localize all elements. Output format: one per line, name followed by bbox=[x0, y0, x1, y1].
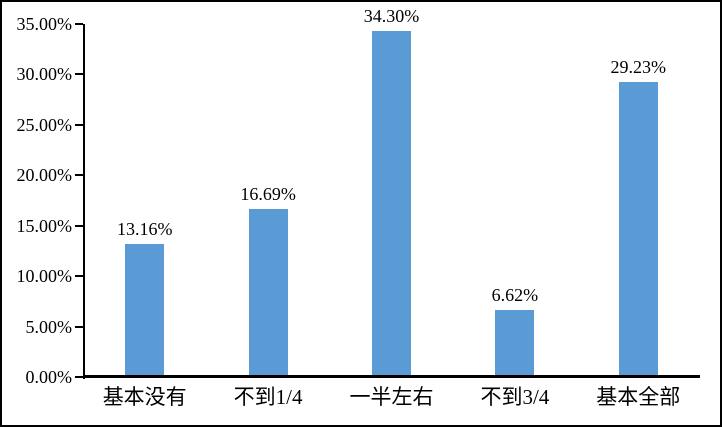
bar bbox=[372, 31, 411, 377]
bar bbox=[125, 244, 165, 377]
x-axis-line bbox=[83, 375, 700, 378]
y-axis-tick-label: 25.00% bbox=[16, 114, 73, 135]
bar-value-label: 16.69% bbox=[240, 183, 296, 204]
x-axis-category-label: 不到1/4 bbox=[233, 385, 303, 409]
y-axis-tick-label: 35.00% bbox=[16, 14, 73, 34]
y-axis-tick bbox=[75, 376, 83, 378]
x-axis-category-label: 基本全部 bbox=[596, 385, 681, 409]
bar bbox=[495, 310, 535, 377]
x-axis-category-label: 基本没有 bbox=[102, 385, 187, 409]
y-axis-tick bbox=[75, 73, 83, 76]
y-axis-tick-label: 20.00% bbox=[16, 165, 73, 186]
y-axis-tick bbox=[75, 325, 83, 328]
bar-value-label: 34.30% bbox=[363, 6, 420, 27]
bar bbox=[248, 208, 288, 377]
y-axis-tick bbox=[75, 123, 83, 126]
bar-value-label: 6.62% bbox=[491, 285, 539, 306]
x-axis-category-label: 不到3/4 bbox=[480, 385, 550, 409]
x-axis-category-label: 一半左右 bbox=[349, 385, 434, 409]
y-axis-tick bbox=[75, 23, 83, 25]
y-axis-tick bbox=[75, 224, 83, 227]
y-axis-tick-label: 10.00% bbox=[16, 266, 73, 287]
y-axis-tick-label: 0.00% bbox=[25, 367, 73, 387]
bar bbox=[618, 82, 658, 377]
y-axis-tick bbox=[75, 275, 83, 278]
bar-value-label: 13.16% bbox=[116, 219, 173, 240]
bar-value-label: 29.23% bbox=[610, 57, 667, 78]
y-axis-tick bbox=[75, 174, 83, 177]
y-axis-line bbox=[83, 24, 85, 379]
y-axis-tick-label: 5.00% bbox=[25, 316, 73, 337]
y-axis-tick-label: 15.00% bbox=[16, 215, 73, 236]
y-axis-tick-label: 30.00% bbox=[16, 64, 73, 85]
